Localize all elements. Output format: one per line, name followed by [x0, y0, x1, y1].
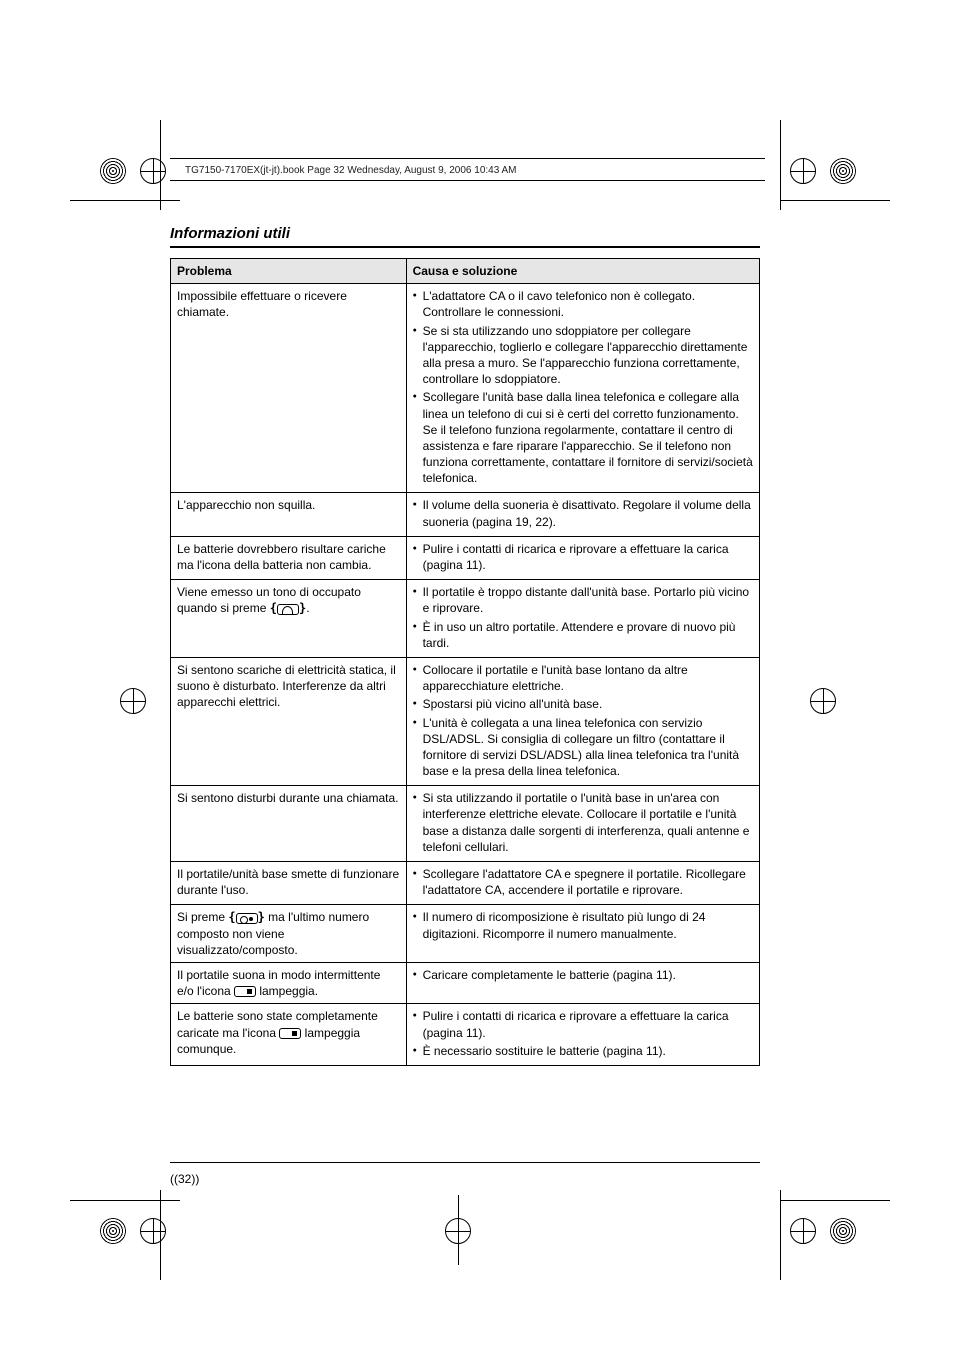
solution-item: Spostarsi più vicino all'unità base. — [413, 696, 753, 712]
book-header-line-top — [170, 158, 765, 159]
table-row: Il portatile/unità base smette di funzio… — [171, 862, 760, 905]
solution-cell: Caricare completamente le batterie (pagi… — [406, 962, 759, 1003]
crop-cross-ml — [120, 688, 146, 714]
table-row: Viene emesso un tono di occupato quando … — [171, 580, 760, 658]
table-header-problem: Problema — [171, 259, 407, 284]
guide-right-b — [780, 1190, 781, 1280]
guide-left — [160, 120, 161, 210]
book-header: TG7150-7170EX(jt-jt).book Page 32 Wednes… — [185, 165, 517, 176]
solution-item: Scollegare l'adattatore CA e spegnere il… — [413, 866, 753, 898]
solution-item: Collocare il portatile e l'unità base lo… — [413, 662, 753, 694]
table-row: Il portatile suona in modo intermittente… — [171, 962, 760, 1003]
problem-cell: Si sentono scariche di elettricità stati… — [171, 657, 407, 785]
guide-top — [70, 200, 180, 201]
problem-cell: Si sentono disturbi durante una chiamata… — [171, 786, 407, 862]
table-row: L'apparecchio non squilla.Il volume dell… — [171, 493, 760, 536]
problem-cell: Le batterie dovrebbero risultare cariche… — [171, 536, 407, 579]
solution-cell: Collocare il portatile e l'unità base lo… — [406, 657, 759, 785]
solution-item: Caricare completamente le batterie (pagi… — [413, 967, 753, 983]
solution-cell: Pulire i contatti di ricarica e riprovar… — [406, 1004, 759, 1066]
section-title: Informazioni utili — [170, 225, 760, 248]
solution-item: È necessario sostituire le batterie (pag… — [413, 1043, 753, 1059]
footer-line — [170, 1162, 760, 1163]
solution-cell: Pulire i contatti di ricarica e riprovar… — [406, 536, 759, 579]
book-header-line-bottom — [170, 180, 765, 181]
problem-cell: L'apparecchio non squilla. — [171, 493, 407, 536]
crop-mark-tr — [830, 158, 856, 184]
crop-mark-bl — [100, 1218, 126, 1244]
solution-item: È in uso un altro portatile. Attendere e… — [413, 619, 753, 651]
crop-cross-bl — [140, 1218, 166, 1244]
crop-cross-mr — [810, 688, 836, 714]
solution-cell: Il numero di ricomposizione è risultato … — [406, 905, 759, 963]
guide-right — [780, 120, 781, 210]
troubleshooting-table: Problema Causa e soluzione Impossibile e… — [170, 258, 760, 1066]
problem-cell: Il portatile/unità base smette di funzio… — [171, 862, 407, 905]
guide-bot-r — [780, 1200, 890, 1201]
guide-top-r — [780, 200, 890, 201]
solution-item: Scollegare l'unità base dalla linea tele… — [413, 389, 753, 486]
table-row: Si sentono scariche di elettricità stati… — [171, 657, 760, 785]
page-content: Informazioni utili Problema Causa e solu… — [170, 225, 760, 1066]
problem-cell: Impossibile effettuare o ricevere chiama… — [171, 284, 407, 493]
crop-mark-tl — [100, 158, 126, 184]
problem-cell: Si preme {} ma l'ultimo numero composto … — [171, 905, 407, 963]
guide-bot-l — [70, 1200, 180, 1201]
solution-cell: L'adattatore CA o il cavo telefonico non… — [406, 284, 759, 493]
guide-bot-c — [458, 1195, 459, 1265]
problem-cell: Il portatile suona in modo intermittente… — [171, 962, 407, 1003]
page-number: ((32)) — [170, 1172, 199, 1186]
solution-item: L'adattatore CA o il cavo telefonico non… — [413, 288, 753, 320]
table-row: Impossibile effettuare o ricevere chiama… — [171, 284, 760, 493]
solution-item: Pulire i contatti di ricarica e riprovar… — [413, 1008, 753, 1040]
crop-cross-tl — [140, 158, 166, 184]
solution-item: Se si sta utilizzando uno sdoppiatore pe… — [413, 323, 753, 388]
table-row: Le batterie sono state completamente car… — [171, 1004, 760, 1066]
problem-cell: Le batterie sono state completamente car… — [171, 1004, 407, 1066]
crop-cross-tr — [790, 158, 816, 184]
table-row: Si preme {} ma l'ultimo numero composto … — [171, 905, 760, 963]
crop-cross-br — [790, 1218, 816, 1244]
table-row: Si sentono disturbi durante una chiamata… — [171, 786, 760, 862]
solution-item: Il numero di ricomposizione è risultato … — [413, 909, 753, 941]
solution-cell: Si sta utilizzando il portatile o l'unit… — [406, 786, 759, 862]
solution-item: L'unità è collegata a una linea telefoni… — [413, 715, 753, 780]
solution-item: Si sta utilizzando il portatile o l'unit… — [413, 790, 753, 855]
table-header-solution: Causa e soluzione — [406, 259, 759, 284]
crop-mark-br — [830, 1218, 856, 1244]
solution-item: Pulire i contatti di ricarica e riprovar… — [413, 541, 753, 573]
solution-item: Il portatile è troppo distante dall'unit… — [413, 584, 753, 616]
problem-cell: Viene emesso un tono di occupato quando … — [171, 580, 407, 658]
solution-item: Il volume della suoneria è disattivato. … — [413, 497, 753, 529]
guide-left-b — [160, 1190, 161, 1280]
table-row: Le batterie dovrebbero risultare cariche… — [171, 536, 760, 579]
solution-cell: Scollegare l'adattatore CA e spegnere il… — [406, 862, 759, 905]
solution-cell: Il portatile è troppo distante dall'unit… — [406, 580, 759, 658]
solution-cell: Il volume della suoneria è disattivato. … — [406, 493, 759, 536]
